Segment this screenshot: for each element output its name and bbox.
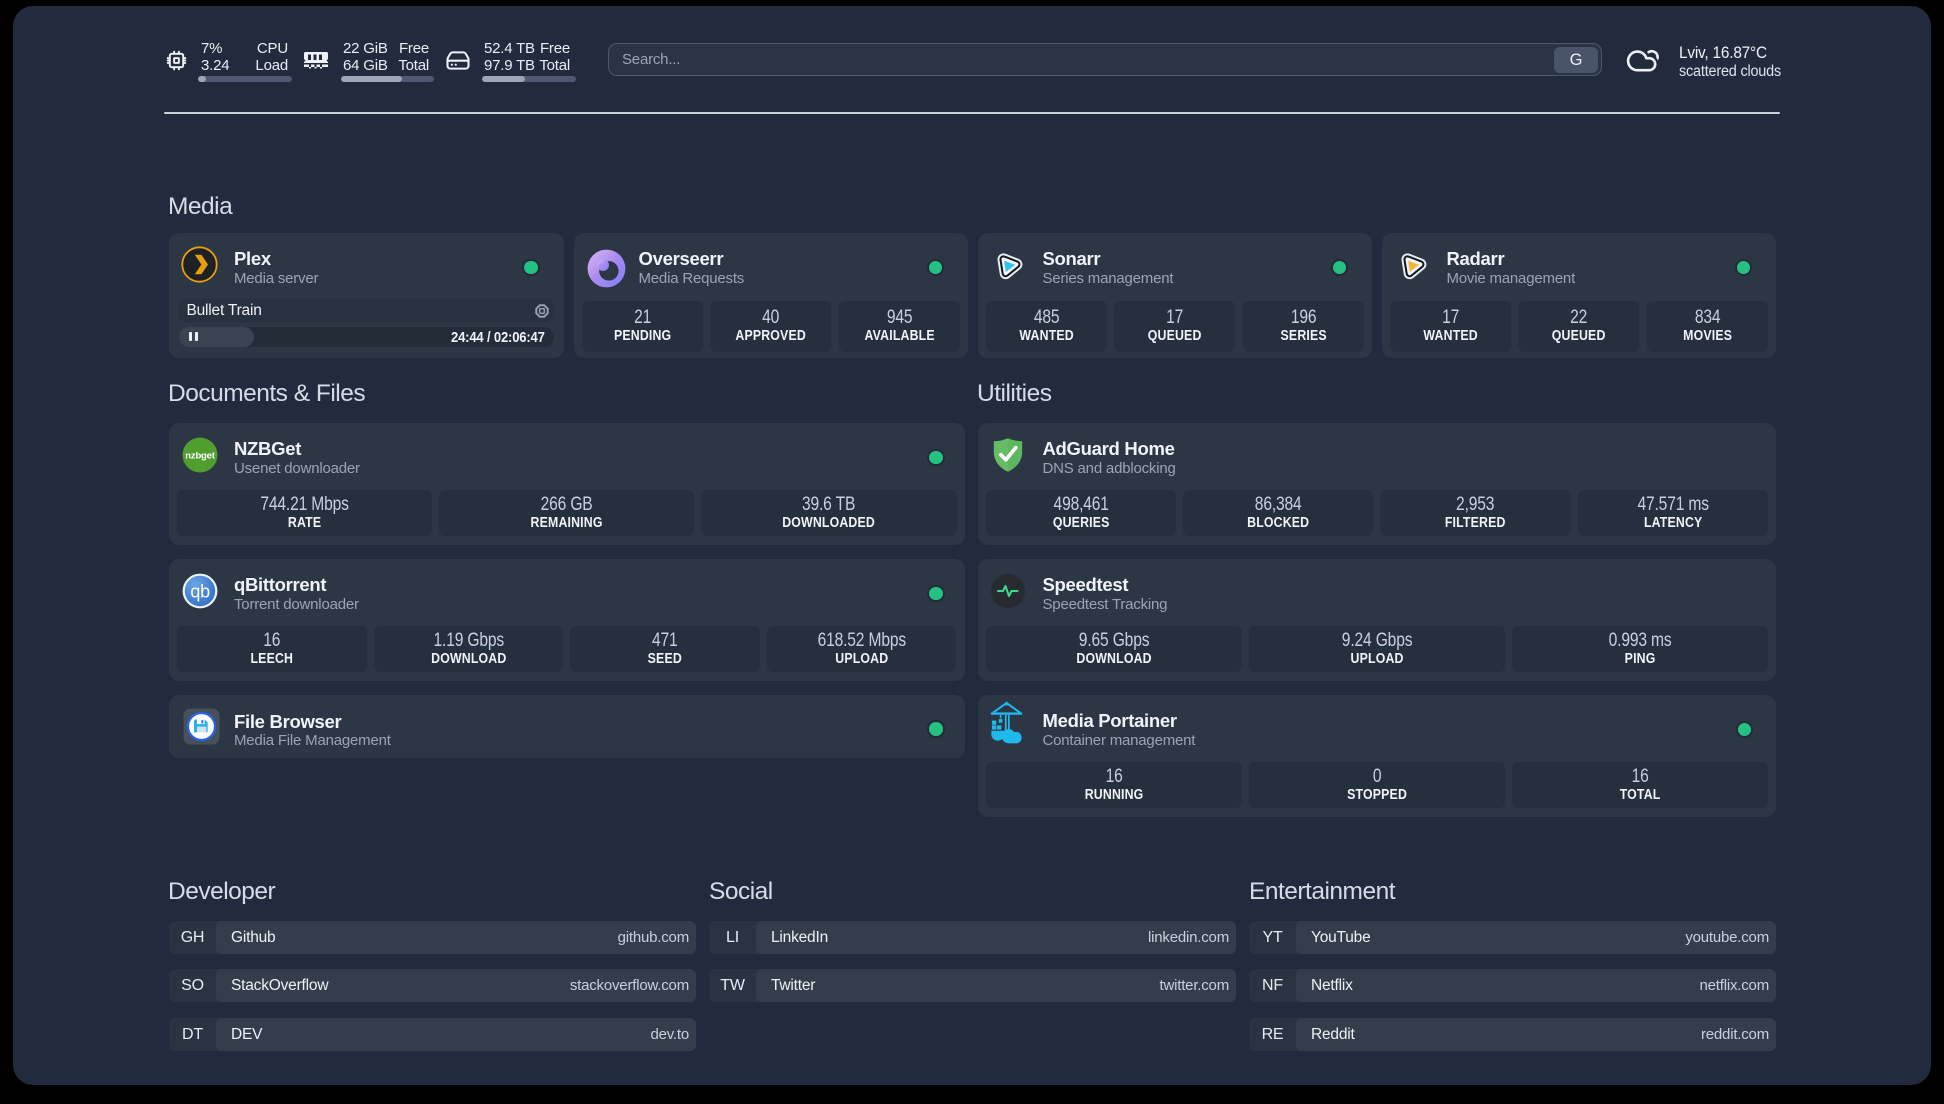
svg-text:nzbget: nzbget: [185, 451, 215, 462]
svg-text:qb: qb: [190, 582, 210, 602]
